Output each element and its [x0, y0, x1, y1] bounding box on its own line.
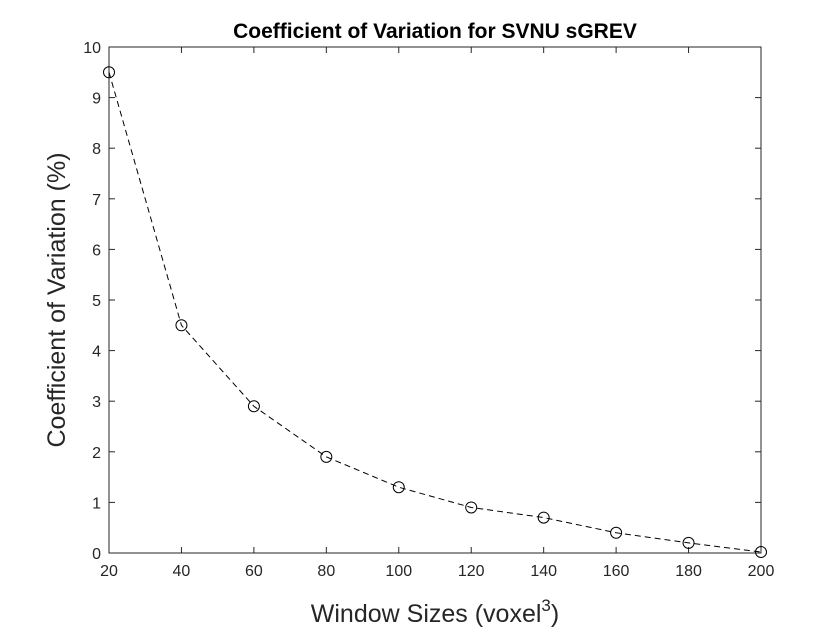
data-point-marker — [103, 66, 115, 79]
axis-ticks: 20 40 60 80 100 120 140 160 180 200 0 1 2 3 4 5 6 7 8 9 10 — [83, 40, 774, 580]
y-tick-label: 9 — [92, 91, 101, 108]
x-tick-label: 100 — [385, 563, 412, 580]
data-point-marker — [682, 536, 695, 549]
x-tick-label: 80 — [317, 563, 335, 580]
data-point-marker — [465, 501, 478, 514]
y-axis-label: Coefficient of Variation (%) — [43, 152, 71, 447]
x-tick-label: 160 — [603, 563, 630, 580]
x-tick-label: 180 — [675, 563, 702, 580]
y-tick-label: 6 — [92, 242, 101, 259]
y-tick-label: 3 — [92, 394, 101, 411]
data-series — [103, 66, 767, 558]
y-tick-label: 0 — [92, 546, 101, 563]
x-tick-label: 40 — [173, 563, 191, 580]
y-tick-label: 7 — [92, 192, 101, 209]
x-tick-label: 200 — [748, 563, 775, 580]
data-point-marker — [247, 400, 260, 413]
chart-title: Coefficient of Variation for SVNU sGREV — [233, 20, 637, 43]
y-tick-label: 4 — [92, 344, 101, 361]
x-tick-label: 140 — [530, 563, 557, 580]
x-tick-label: 60 — [245, 563, 263, 580]
y-tick-label: 1 — [92, 495, 101, 512]
plot-area — [108, 46, 762, 554]
data-point-marker — [537, 511, 550, 524]
data-point-marker — [392, 481, 405, 494]
y-tick-label: 5 — [92, 293, 101, 310]
data-point-marker — [755, 545, 767, 558]
y-tick-label: 10 — [83, 40, 101, 57]
data-point-marker — [610, 526, 623, 539]
x-axis-label: Window Sizes (voxel3) — [311, 596, 559, 628]
x-tick-label: 20 — [100, 563, 118, 580]
data-point-marker — [320, 450, 333, 463]
y-tick-label: 8 — [92, 141, 101, 158]
x-tick-label: 120 — [458, 563, 485, 580]
y-tick-label: 2 — [92, 445, 101, 462]
data-point-marker — [175, 319, 188, 332]
